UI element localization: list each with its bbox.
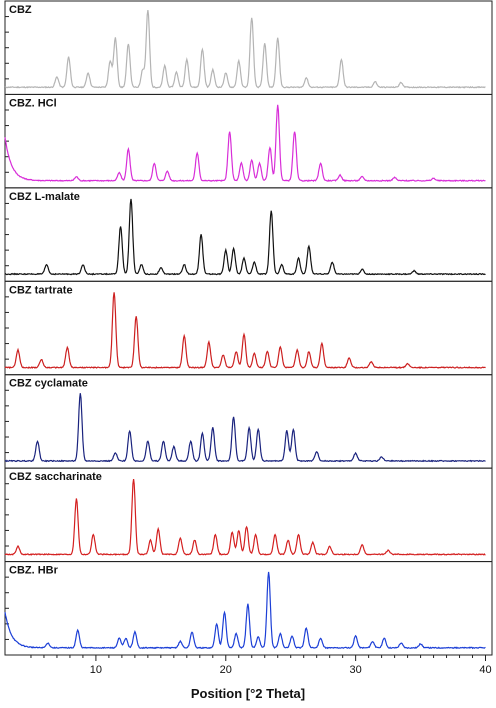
- panel-label: CBZ cyclamate: [9, 378, 88, 390]
- panel-6: CBZ. HBr: [4, 561, 493, 656]
- panel-label: CBZ tartrate: [9, 284, 73, 296]
- panel-label: CBZ. HCl: [9, 97, 57, 109]
- x-tick-label: 30: [350, 664, 362, 676]
- panel-frame: [4, 93, 493, 189]
- panel-label: CBZ: [9, 4, 32, 16]
- panel-3: CBZ tartrate: [4, 280, 493, 376]
- panel-1: CBZ. HCl: [4, 93, 493, 189]
- series-line: [4, 479, 486, 556]
- panel-frame: [4, 280, 493, 376]
- panel-5: CBZ saccharinate: [4, 467, 493, 563]
- x-tick-label: 10: [90, 664, 102, 676]
- x-axis-label: Position [°2 Theta]: [191, 686, 305, 701]
- series-line: [4, 104, 486, 183]
- series-line: [4, 198, 486, 276]
- panel-label: CBZ L-malate: [9, 191, 80, 203]
- panel-4: CBZ cyclamate: [4, 374, 493, 469]
- series-line: [4, 292, 486, 370]
- series-line: [4, 393, 486, 463]
- series-line: [4, 10, 486, 89]
- series-line: [4, 571, 486, 650]
- x-tick-label: 20: [220, 664, 232, 676]
- panel-label: CBZ saccharinate: [9, 471, 102, 483]
- panel-2: CBZ L-malate: [4, 187, 493, 282]
- x-axis: 10 20 30 40: [30, 655, 492, 676]
- panel-label: CBZ. HBr: [9, 565, 59, 577]
- panels-group: CBZ CBZ. HCl CBZ L-malate CBZ tartrate CBZ c…: [4, 0, 493, 656]
- x-tick-label: 40: [479, 664, 491, 676]
- panel-0: CBZ: [4, 0, 493, 95]
